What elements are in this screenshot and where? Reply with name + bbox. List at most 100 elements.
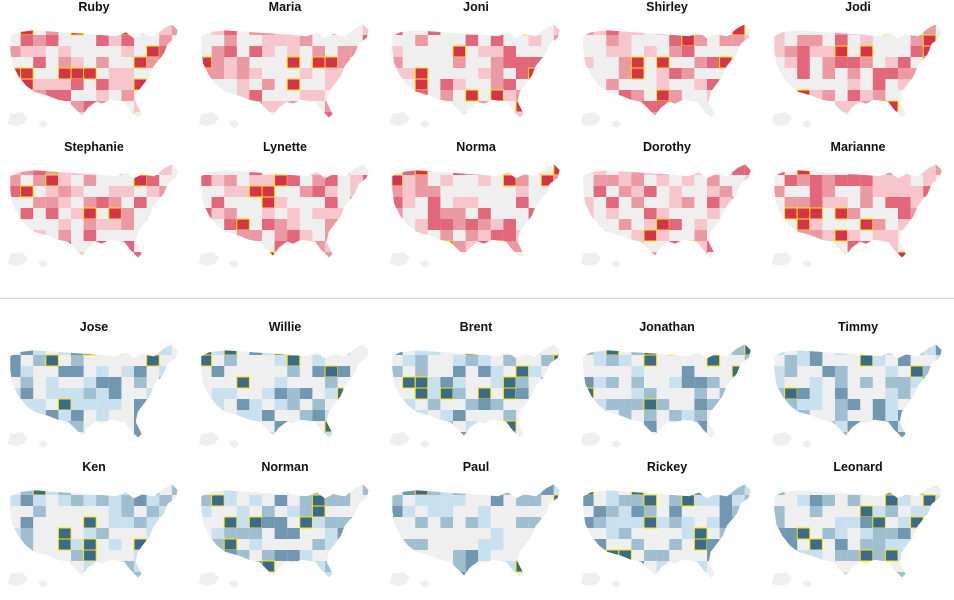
- state-region: [631, 561, 644, 572]
- state-region: [478, 432, 491, 438]
- state-region: [236, 572, 250, 578]
- state-region: [631, 90, 644, 101]
- state-region: [553, 517, 560, 528]
- state-region: [732, 539, 745, 550]
- state-region: [593, 24, 607, 35]
- state-region: [312, 517, 325, 528]
- state-region: [236, 218, 250, 231]
- state-region: [249, 101, 262, 112]
- state-region: [171, 421, 178, 432]
- state-region: [71, 495, 84, 506]
- state-region: [453, 377, 466, 388]
- state-region: [171, 517, 178, 528]
- state-region: [350, 432, 363, 438]
- state-region: [33, 355, 46, 366]
- state-region: [593, 399, 607, 410]
- state-region: [236, 517, 250, 528]
- state-region: [45, 354, 59, 367]
- state-region: [58, 410, 71, 421]
- state-region: [774, 344, 785, 355]
- state-region: [337, 68, 351, 79]
- state-region: [311, 56, 326, 69]
- state-region: [744, 377, 751, 388]
- state-region: [516, 186, 529, 197]
- state-region: [707, 90, 720, 101]
- state-region: [515, 365, 530, 378]
- state-region: [20, 67, 34, 80]
- state-region: [797, 495, 810, 506]
- state-region: [631, 495, 644, 506]
- state-region: [171, 398, 178, 411]
- state-region: [898, 495, 911, 506]
- state-region: [211, 57, 225, 68]
- state-region: [440, 377, 453, 388]
- state-region: [694, 388, 707, 399]
- state-region: [669, 506, 682, 517]
- state-region: [606, 528, 619, 539]
- state-region: [923, 377, 936, 388]
- state-region: [362, 79, 369, 90]
- state-region: [20, 208, 34, 219]
- state-region: [337, 112, 351, 118]
- state-region: [606, 175, 619, 186]
- state-region: [134, 432, 147, 438]
- state-region: [885, 506, 898, 517]
- state-region: [146, 388, 160, 399]
- state-region: [606, 35, 619, 46]
- state-region: [415, 344, 428, 355]
- state-region: [528, 208, 542, 219]
- state-region: [860, 35, 873, 46]
- state-region: [835, 432, 848, 438]
- state-region: [797, 355, 810, 366]
- state-region: [146, 517, 160, 528]
- state-region: [20, 78, 34, 91]
- state-region: [402, 197, 416, 208]
- state-region: [898, 197, 911, 208]
- state-region: [898, 79, 911, 90]
- state-region: [835, 175, 848, 186]
- state-region: [236, 186, 250, 197]
- state-region: [553, 35, 560, 46]
- state-region: [885, 410, 898, 421]
- state-region: [618, 355, 632, 366]
- state-region: [910, 516, 924, 529]
- state-region: [478, 164, 491, 175]
- state-region: [415, 90, 428, 101]
- state-region: [490, 68, 504, 79]
- state-region: [693, 527, 708, 540]
- state-region: [630, 484, 645, 496]
- state-region: [274, 495, 288, 506]
- state-region: [923, 528, 936, 539]
- state-region: [96, 366, 109, 377]
- state-region: [248, 185, 263, 198]
- state-region: [465, 517, 479, 528]
- state-region: [631, 517, 644, 528]
- state-region: [224, 46, 237, 57]
- state-region: [427, 484, 441, 495]
- state-region: [618, 572, 632, 578]
- state-region: [490, 112, 504, 118]
- state-region: [822, 528, 835, 539]
- state-region: [96, 164, 109, 175]
- state-region: [224, 484, 237, 495]
- state-region: [440, 90, 453, 101]
- state-region: [910, 229, 924, 242]
- state-region: [719, 506, 733, 517]
- state-region: [134, 550, 147, 561]
- state-region: [656, 68, 670, 79]
- state-region: [809, 35, 823, 46]
- state-region: [414, 420, 429, 433]
- state-region: [822, 421, 835, 432]
- state-region: [211, 24, 225, 35]
- state-region: [465, 35, 479, 46]
- us-map: [772, 483, 943, 588]
- state-region: [108, 207, 122, 220]
- state-region: [96, 410, 109, 421]
- state-region: [287, 230, 300, 241]
- state-region: [593, 186, 607, 197]
- state-region: [108, 164, 122, 175]
- state-region: [583, 24, 594, 35]
- state-region: [898, 186, 911, 197]
- state-region: [935, 57, 942, 68]
- state-region: [553, 229, 560, 242]
